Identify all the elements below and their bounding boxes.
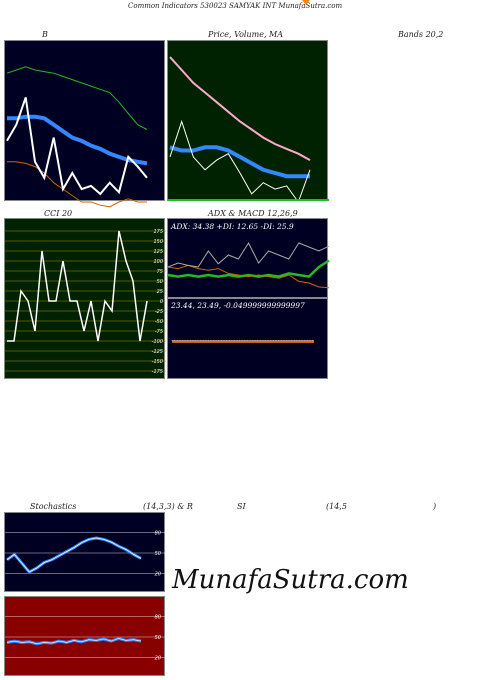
price-ma-label: Price, Volume, MA	[208, 30, 284, 39]
price-chart-svg	[168, 56, 329, 204]
rsi-close-label: )	[433, 502, 437, 511]
stoch-label: Stochastics	[30, 502, 77, 511]
cci-tick-label: -175	[152, 369, 163, 375]
cci-tick-label: -125	[152, 349, 163, 355]
boll-lower-band	[7, 161, 147, 208]
rsi-tick-label: 80	[155, 615, 161, 621]
bollinger-chart-svg	[6, 66, 148, 208]
adx-line	[167, 241, 330, 268]
boll-middle-band	[7, 114, 148, 166]
rsi-params-label: (14,5	[326, 502, 347, 511]
cci-tick-label: 100	[153, 259, 163, 265]
adx-chart-svg	[167, 241, 330, 289]
stoch-d-line	[6, 537, 142, 573]
cci-panel: 175 150 125 100 75 50 25 0 -25 -50 -75 -100 -125 -150…	[4, 218, 166, 379]
cci-tick-label: 25	[157, 289, 163, 295]
cci-line	[7, 230, 148, 342]
macd-chart-svg	[171, 340, 314, 343]
chart-header-title: Common Indicators 530023 SAMYAK INT Muna…	[128, 2, 343, 10]
cci-tick-label: 50	[157, 279, 163, 285]
adx-plus-di-line	[167, 259, 330, 278]
stoch-tick-label: 80	[155, 531, 161, 537]
boll-price-line	[6, 97, 148, 196]
rsi-tick-label: 20	[155, 655, 161, 661]
cci-tick-label: -100	[152, 339, 163, 345]
rsi-panel: 80 50 20	[4, 596, 166, 676]
cci-tick-label: 175	[153, 229, 163, 235]
macd-panel: 23.44, 23.49, -0.049999999999997	[167, 298, 328, 379]
price-ma-short	[169, 56, 311, 161]
bollinger-label-left: B	[42, 30, 48, 39]
cci-tick-label: 125	[153, 249, 163, 255]
stoch-k-line	[6, 536, 142, 574]
adx-values-text: ADX: 34.38 +DI: 12.65 -DI: 25.9	[171, 222, 294, 231]
cci-chart-svg: 175 150 125 100 75 50 25 0 -25 -50 -75 -100 -125 -150…	[5, 229, 166, 375]
price-line	[169, 119, 311, 204]
header-arrow-icon	[302, 0, 310, 5]
adx-macd-label: ADX & MACD 12,26,9	[208, 209, 298, 218]
stoch-tick-label: 20	[155, 571, 161, 577]
cci-tick-label: -150	[152, 359, 163, 365]
price-ma-panel	[167, 40, 329, 204]
stoch-params-label: (14,3,3) & R	[143, 502, 193, 511]
macd-values-text: 23.44, 23.49, -0.049999999999997	[171, 301, 305, 310]
price-ma-long	[169, 145, 310, 179]
cci-tick-label: -25	[155, 309, 163, 315]
cci-tick-label: 0	[160, 299, 163, 305]
rsi-si-label: SI	[237, 502, 246, 511]
stoch-chart-svg: 80 50 20	[5, 531, 166, 577]
bollinger-label-right: Bands 20,2	[398, 30, 444, 39]
cci-tick-label: 150	[153, 239, 163, 245]
stoch-tick-label: 50	[155, 551, 161, 557]
rsi-chart-svg: 80 50 20	[5, 615, 166, 661]
stoch-panel: 80 50 20	[4, 512, 166, 592]
watermark-text: MunafaSutra.com	[172, 565, 409, 595]
cci-tick-label: -50	[155, 319, 163, 325]
cci-tick-label: -75	[155, 329, 163, 335]
rsi-tick-label: 50	[155, 635, 161, 641]
cci-tick-label: 75	[157, 269, 163, 275]
boll-upper-band	[6, 66, 148, 130]
rsi-signal-line	[6, 638, 142, 645]
cci-label: CCI 20	[44, 209, 73, 218]
adx-minus-di-line	[167, 264, 330, 289]
bollinger-panel	[4, 40, 165, 208]
adx-panel: ADX: 34.38 +DI: 12.65 -DI: 25.9	[167, 218, 330, 298]
